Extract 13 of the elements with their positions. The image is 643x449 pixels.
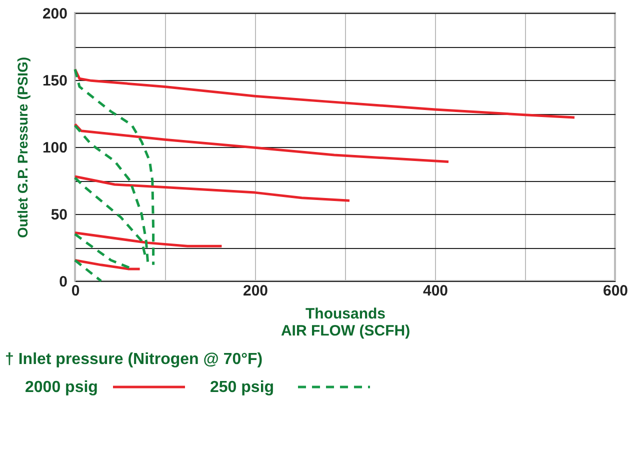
x-tick-label: 200 [242,282,268,300]
y-tick-label: 100 [42,140,68,156]
legend-title: † Inlet pressure (Nitrogen @ 70°F) [5,351,263,368]
y-tick-label: 150 [42,72,68,90]
x-axis-title: Thousands AIR FLOW (SCFH) [280,306,410,340]
legend-label: 250 psig [210,379,274,396]
x-tick-label: 0 [71,282,80,300]
x-tick-label: 400 [422,282,448,300]
y-tick-label: 200 [42,6,68,22]
x-tick-label: 600 [602,282,628,300]
y-axis-title: Outlet G.P. Pressure (PSIG) [14,56,30,238]
legend-label: 2000 psig [25,379,98,396]
y-tick-label: 50 [50,206,68,224]
